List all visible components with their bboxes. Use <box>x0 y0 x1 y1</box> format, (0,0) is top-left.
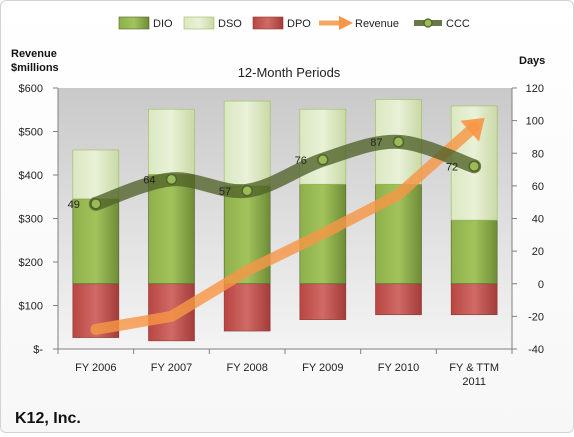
legend-swatch-dso <box>183 16 215 30</box>
right-axis-title: Days <box>519 55 545 67</box>
bar-dio-1 <box>148 174 195 285</box>
company-name: K12, Inc. <box>15 410 81 427</box>
legend-label-dso: DSO <box>218 18 242 30</box>
right-tick-label-3: 20 <box>532 246 544 258</box>
axes-layer: $- $100 $200 $300 $400 $500 $600 -40 -20 0 20 40 60 8… <box>19 83 544 388</box>
right-tick-label-5: 60 <box>532 181 544 193</box>
ccc-data-label-1: 64 <box>143 174 155 186</box>
left-tick-label-0: $- <box>33 344 43 356</box>
left-tick-label-2: $200 <box>19 257 43 269</box>
x-tick-label-1: FY 2007 <box>151 362 192 374</box>
ccc-point-2 <box>241 185 253 197</box>
x-tick-label-2: FY 2008 <box>226 362 267 374</box>
left-axis-title-line2: $millions <box>11 62 59 74</box>
right-tick-label-4: 40 <box>532 214 544 226</box>
right-tick-label-1: -20 <box>528 311 544 323</box>
ccc-data-label-0: 49 <box>68 199 80 211</box>
revenue-arrowhead <box>460 117 485 142</box>
bar-dso-1 <box>148 108 195 175</box>
left-tick-label-6: $600 <box>19 83 43 95</box>
left-axis-title-line1: Revenue <box>11 48 57 60</box>
ccc-point-0 <box>90 198 102 210</box>
legend-marker-ccc <box>423 18 433 28</box>
legend-label-ccc: CCC <box>446 18 470 30</box>
x-tick-label-4: FY 2010 <box>378 362 419 374</box>
legend-label-dpo: DPO <box>287 18 311 30</box>
ccc-data-label-3: 76 <box>295 155 307 167</box>
right-tick-label-7: 100 <box>526 116 544 128</box>
ccc-data-label-2: 57 <box>219 186 231 198</box>
bar-dpo-3 <box>299 283 347 320</box>
revenue-line <box>90 121 480 335</box>
x-tick-label-line2-5: 2011 <box>462 376 486 388</box>
right-tick-label-0: -40 <box>528 344 544 356</box>
legend-label-revenue: Revenue <box>355 18 399 30</box>
x-tick-label-0: FY 2006 <box>75 362 116 374</box>
right-tick-label-2: 0 <box>538 279 544 291</box>
x-tick-label-5: FY & TTM <box>449 362 499 374</box>
right-tick-label-6: 80 <box>532 148 544 160</box>
legend-swatch-dpo <box>252 16 284 30</box>
left-tick-label-3: $300 <box>19 214 43 226</box>
bar-dso-2 <box>223 100 271 187</box>
legend-label-dio: DIO <box>153 18 173 30</box>
ccc-point-4 <box>392 136 405 148</box>
ccc-data-label-4: 87 <box>370 137 382 149</box>
legend-arrowhead-revenue <box>339 16 353 30</box>
left-tick-label-5: $500 <box>19 127 43 139</box>
bar-dpo-2 <box>223 283 271 332</box>
ccc-data-label-5: 72 <box>446 161 458 173</box>
x-tick-label-3: FY 2009 <box>302 362 343 374</box>
bar-dio-5 <box>450 219 498 285</box>
lines-layer: 49 64 57 76 87 72 <box>68 117 485 335</box>
legend: DIO DSO DPO Revenue CCC <box>118 16 470 30</box>
legend-swatch-dio <box>118 16 150 30</box>
ccc-point-3 <box>317 154 329 166</box>
ccc-point-5 <box>468 160 480 173</box>
chart-title: 12-Month Periods <box>238 65 341 80</box>
left-tick-label-1: $100 <box>19 301 43 313</box>
ccc-point-1 <box>165 173 178 186</box>
bar-dio-0 <box>72 198 120 285</box>
right-tick-label-8: 120 <box>526 83 544 95</box>
left-tick-label-4: $400 <box>19 170 43 182</box>
plot-area <box>58 88 512 349</box>
bar-dpo-4 <box>375 283 422 316</box>
bar-dpo-5 <box>450 283 498 316</box>
